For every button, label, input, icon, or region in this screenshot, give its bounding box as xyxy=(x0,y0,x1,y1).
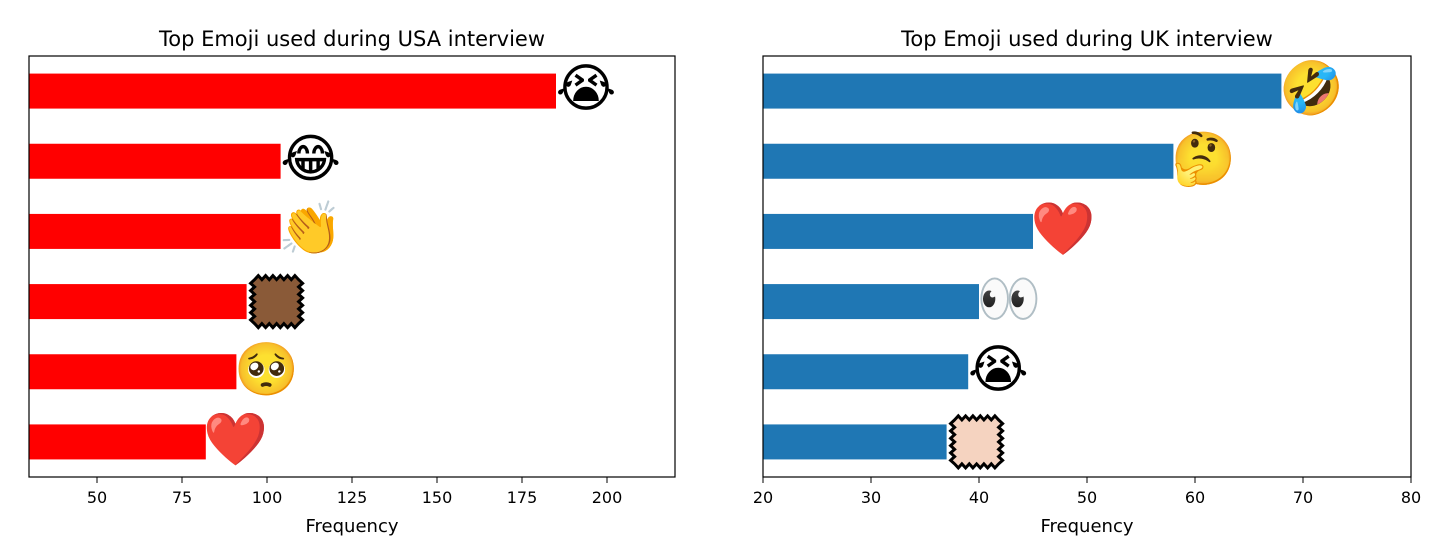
usa-bar-medium-dark-skin-tone-swatch xyxy=(29,284,247,320)
usa-xtick-label: 125 xyxy=(337,488,368,507)
uk-emoji-eyes: 👀 xyxy=(977,270,1042,330)
uk-axes-frame xyxy=(762,55,1412,478)
usa-emoji-face-with-tears-of-joy: 😂 xyxy=(280,129,341,189)
usa-emoji-red-heart: ❤️ xyxy=(203,410,268,470)
uk-bar-eyes xyxy=(763,284,979,320)
usa-bar-red-heart xyxy=(29,424,206,460)
usa-bar-loudly-crying-face xyxy=(29,73,556,109)
usa-bar-clapping-hands xyxy=(29,213,281,249)
usa-bar-face-with-tears-of-joy xyxy=(29,143,281,179)
uk-emoji-thinking-face: 🤔 xyxy=(1171,129,1236,189)
uk-chart-title: Top Emoji used during UK interview xyxy=(900,27,1273,51)
usa-chart: 😭 😂 👏 🥺 ❤️ Top Emoji used during USA intervie… xyxy=(28,27,676,537)
usa-emoji-pleading-face: 🥺 xyxy=(234,340,299,400)
usa-emoji-medium-dark-skin-tone-swatch xyxy=(248,273,305,330)
usa-chart-title: Top Emoji used during USA interview xyxy=(158,27,545,51)
uk-xtick-label: 60 xyxy=(1185,488,1205,507)
usa-xaxis-label: Frequency xyxy=(306,516,399,537)
uk-bar-red-heart xyxy=(763,213,1033,249)
uk-bar-thinking-face xyxy=(763,143,1174,179)
uk-emoji-loudly-crying-face: 😭 xyxy=(968,340,1029,400)
usa-xtick-label: 75 xyxy=(172,488,192,507)
uk-plot-area: 🤣 🤔 ❤️ 👀 😭 xyxy=(763,58,1344,471)
uk-xtick-label: 80 xyxy=(1401,488,1421,507)
usa-xtick-label: 175 xyxy=(507,488,538,507)
uk-xtick-label: 70 xyxy=(1293,488,1313,507)
uk-xtick-label: 50 xyxy=(1077,488,1097,507)
usa-xtick-label: 200 xyxy=(592,488,623,507)
uk-bar-rolling-on-the-floor-laughing xyxy=(763,73,1282,109)
uk-emoji-light-skin-tone-swatch xyxy=(948,413,1005,471)
uk-emoji-red-heart: ❤️ xyxy=(1031,199,1096,259)
uk-bar-loudly-crying-face xyxy=(763,354,969,390)
usa-bar-pleading-face xyxy=(29,354,237,390)
uk-emoji-rolling-on-the-floor-laughing: 🤣 xyxy=(1277,58,1344,121)
uk-bar-light-skin-tone-swatch xyxy=(763,424,947,460)
uk-xtick-label: 40 xyxy=(969,488,989,507)
usa-xtick-label: 100 xyxy=(252,488,283,507)
uk-xtick-label: 20 xyxy=(753,488,773,507)
usa-xtick-label: 150 xyxy=(422,488,453,507)
usa-plot-area: 😭 😂 👏 🥺 ❤️ xyxy=(29,59,616,470)
uk-xaxis-label: Frequency xyxy=(1041,516,1134,537)
usa-xtick-label: 50 xyxy=(87,488,107,507)
uk-chart: 🤣 🤔 ❤️ 👀 😭 Top Emoji used during UK interview… xyxy=(753,27,1421,537)
usa-axes-frame xyxy=(28,55,676,478)
usa-emoji-clapping-hands: 👏 xyxy=(278,198,343,259)
uk-xtick-label: 30 xyxy=(861,488,881,507)
usa-emoji-loudly-crying-face: 😭 xyxy=(556,59,617,119)
